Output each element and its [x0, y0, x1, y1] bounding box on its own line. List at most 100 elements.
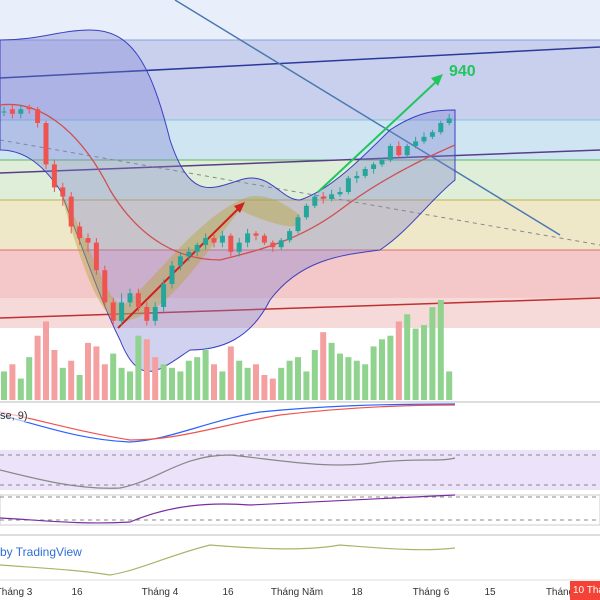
volume-bar-34 [286, 360, 293, 400]
bollinger-band [0, 29, 456, 372]
signal-line [0, 404, 456, 441]
zone-top [0, 0, 600, 40]
volume-bar-37 [311, 350, 318, 400]
volume-bar-1 [9, 364, 16, 400]
current-date-tag: 10 Tha [570, 581, 600, 600]
volume-bar-7 [59, 367, 66, 400]
rsi-line [0, 454, 456, 489]
volume-bar-21 [177, 371, 184, 400]
x-tick-label-8: Tháng [546, 587, 574, 598]
volume-bar-42 [353, 360, 360, 400]
volume-bar-43 [362, 364, 369, 400]
volume-bar-17 [143, 339, 150, 400]
candle-body-50 [421, 136, 427, 142]
up-arrow-green [317, 79, 439, 193]
volume-bar-0 [1, 371, 7, 400]
candle-body-36 [303, 205, 309, 218]
volume-bar-53 [446, 371, 453, 400]
candle-body-19 [161, 284, 167, 307]
candle-body-44 [371, 164, 377, 169]
candle-body-12 [102, 270, 108, 303]
zone-green [0, 160, 600, 200]
candle-body-46 [387, 146, 393, 160]
volume-bar-26 [219, 371, 226, 400]
candle-body-14 [119, 302, 125, 321]
candle-body-41 [345, 178, 351, 192]
candle-body-3 [26, 106, 32, 110]
volume-bar-35 [295, 357, 301, 400]
volume-bar-47 [395, 321, 402, 400]
candle-body-20 [169, 265, 175, 284]
x-tick-label-3: 16 [222, 587, 234, 598]
candle-body-24 [203, 238, 209, 245]
candle-body-48 [404, 146, 410, 156]
candle-body-7 [60, 187, 66, 197]
candle-body-32 [270, 242, 276, 248]
volume-bar-13 [110, 353, 117, 400]
volume-bar-12 [101, 364, 108, 400]
volume-bar-9 [76, 375, 83, 400]
volume-bar-15 [127, 371, 133, 400]
x-tick-label-5: 18 [351, 587, 363, 598]
candle-body-13 [110, 302, 116, 321]
volume-bar-44 [370, 346, 377, 400]
rsi-pane-bg [0, 450, 600, 490]
candle-body-38 [320, 196, 326, 199]
upper-channel-line [0, 46, 600, 79]
lower-channel-line [0, 297, 600, 319]
candle-body-27 [228, 235, 234, 252]
candle-body-10 [85, 238, 91, 243]
volume-bar-49 [412, 328, 419, 400]
candle-body-5 [43, 123, 49, 165]
volume-bar-33 [278, 367, 285, 400]
volume-bar-50 [421, 325, 427, 400]
volume-bar-3 [26, 357, 33, 400]
candle-body-42 [354, 175, 360, 179]
candle-body-30 [253, 233, 259, 236]
volume-bar-51 [429, 307, 436, 400]
volume-bar-14 [118, 367, 125, 400]
volume-bar-6 [51, 350, 58, 400]
volume-bar-20 [169, 367, 175, 400]
volume-bar-41 [345, 357, 352, 400]
candle-body-16 [135, 293, 141, 307]
candle-body-47 [396, 146, 402, 156]
volume-bar-28 [236, 360, 243, 400]
volume-bar-10 [85, 342, 91, 400]
candle-body-40 [337, 192, 343, 195]
candle-body-1 [9, 109, 15, 114]
dashed-trend-line [0, 139, 600, 246]
volume-bar-36 [303, 371, 310, 400]
volume-bar-27 [227, 346, 234, 400]
volume-bar-38 [320, 332, 327, 400]
indicator-label: se, 9) [0, 410, 28, 422]
x-tick-label-1: 16 [71, 587, 83, 598]
volume-bar-4 [34, 335, 41, 400]
volume-bar-30 [253, 364, 259, 400]
candle-body-31 [261, 235, 267, 243]
candle-body-11 [93, 242, 99, 271]
oscillator-line [0, 544, 456, 576]
candle-body-37 [312, 196, 318, 206]
candle-body-26 [219, 235, 225, 243]
volume-bar-46 [387, 335, 394, 400]
candle-body-18 [152, 307, 158, 321]
x-tick-label-6: Tháng 6 [413, 587, 450, 598]
volume-bar-16 [135, 335, 142, 400]
candle-body-15 [127, 293, 133, 303]
volume-bar-31 [261, 375, 268, 400]
candle-body-34 [287, 231, 293, 241]
zone-red-light [0, 298, 600, 328]
candle-body-43 [362, 169, 368, 176]
candle-body-6 [51, 164, 57, 188]
volume-bar-25 [211, 364, 217, 400]
stoch-line [0, 494, 456, 524]
volume-bar-5 [43, 321, 49, 400]
volume-bar-48 [404, 314, 411, 400]
candle-body-22 [186, 251, 192, 257]
candle-body-39 [329, 194, 335, 199]
volume-bar-23 [194, 357, 201, 400]
candle-body-53 [446, 118, 452, 123]
x-tick-label-7: 15 [484, 587, 496, 598]
